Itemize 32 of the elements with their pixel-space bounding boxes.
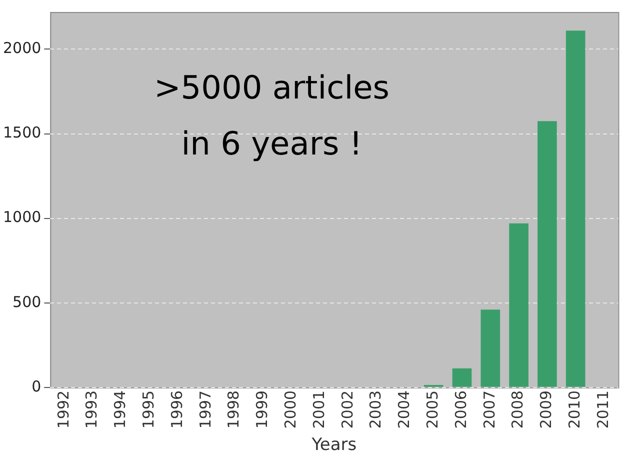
annotation: >5000 articles in 6 years ! xyxy=(154,68,390,162)
x-tick-label: 2009 xyxy=(537,390,556,429)
x-tick-label: 2008 xyxy=(508,390,527,429)
x-tick-label: 1999 xyxy=(253,390,272,429)
x-tick-label: 2000 xyxy=(281,390,300,429)
y-tick-label: 1500 xyxy=(2,124,42,142)
y-tick-label: 500 xyxy=(12,292,42,311)
x-tick-label: 2006 xyxy=(452,390,470,429)
bar xyxy=(538,121,557,387)
y-tick-label: 0 xyxy=(32,377,42,396)
x-tick-label: 1993 xyxy=(82,390,101,429)
x-tick-label: 2004 xyxy=(395,390,414,429)
bar xyxy=(452,368,472,387)
x-tick-label: 2002 xyxy=(338,390,356,429)
x-tick-label: 2011 xyxy=(594,390,612,429)
x-axis-title: Years xyxy=(310,435,357,456)
x-tick-label: 2010 xyxy=(565,390,584,429)
x-tick-label: 1997 xyxy=(196,390,214,429)
y-tick-label: 1000 xyxy=(2,208,42,226)
x-tick-label: 1996 xyxy=(168,390,186,429)
bar xyxy=(480,310,500,387)
x-tick-label: 1998 xyxy=(224,390,243,429)
x-tick-label: 2003 xyxy=(366,390,385,429)
x-tick-label: 1992 xyxy=(54,390,72,429)
x-tick-label: 2007 xyxy=(480,390,498,429)
x-tick-label: 1995 xyxy=(139,390,158,429)
y-tick-label: 2000 xyxy=(2,39,42,58)
bar xyxy=(566,30,586,387)
x-tick-label: 1994 xyxy=(111,390,130,429)
bar xyxy=(509,223,528,387)
x-tick-label: 2001 xyxy=(310,390,328,429)
x-tick-label: 2005 xyxy=(423,390,442,429)
